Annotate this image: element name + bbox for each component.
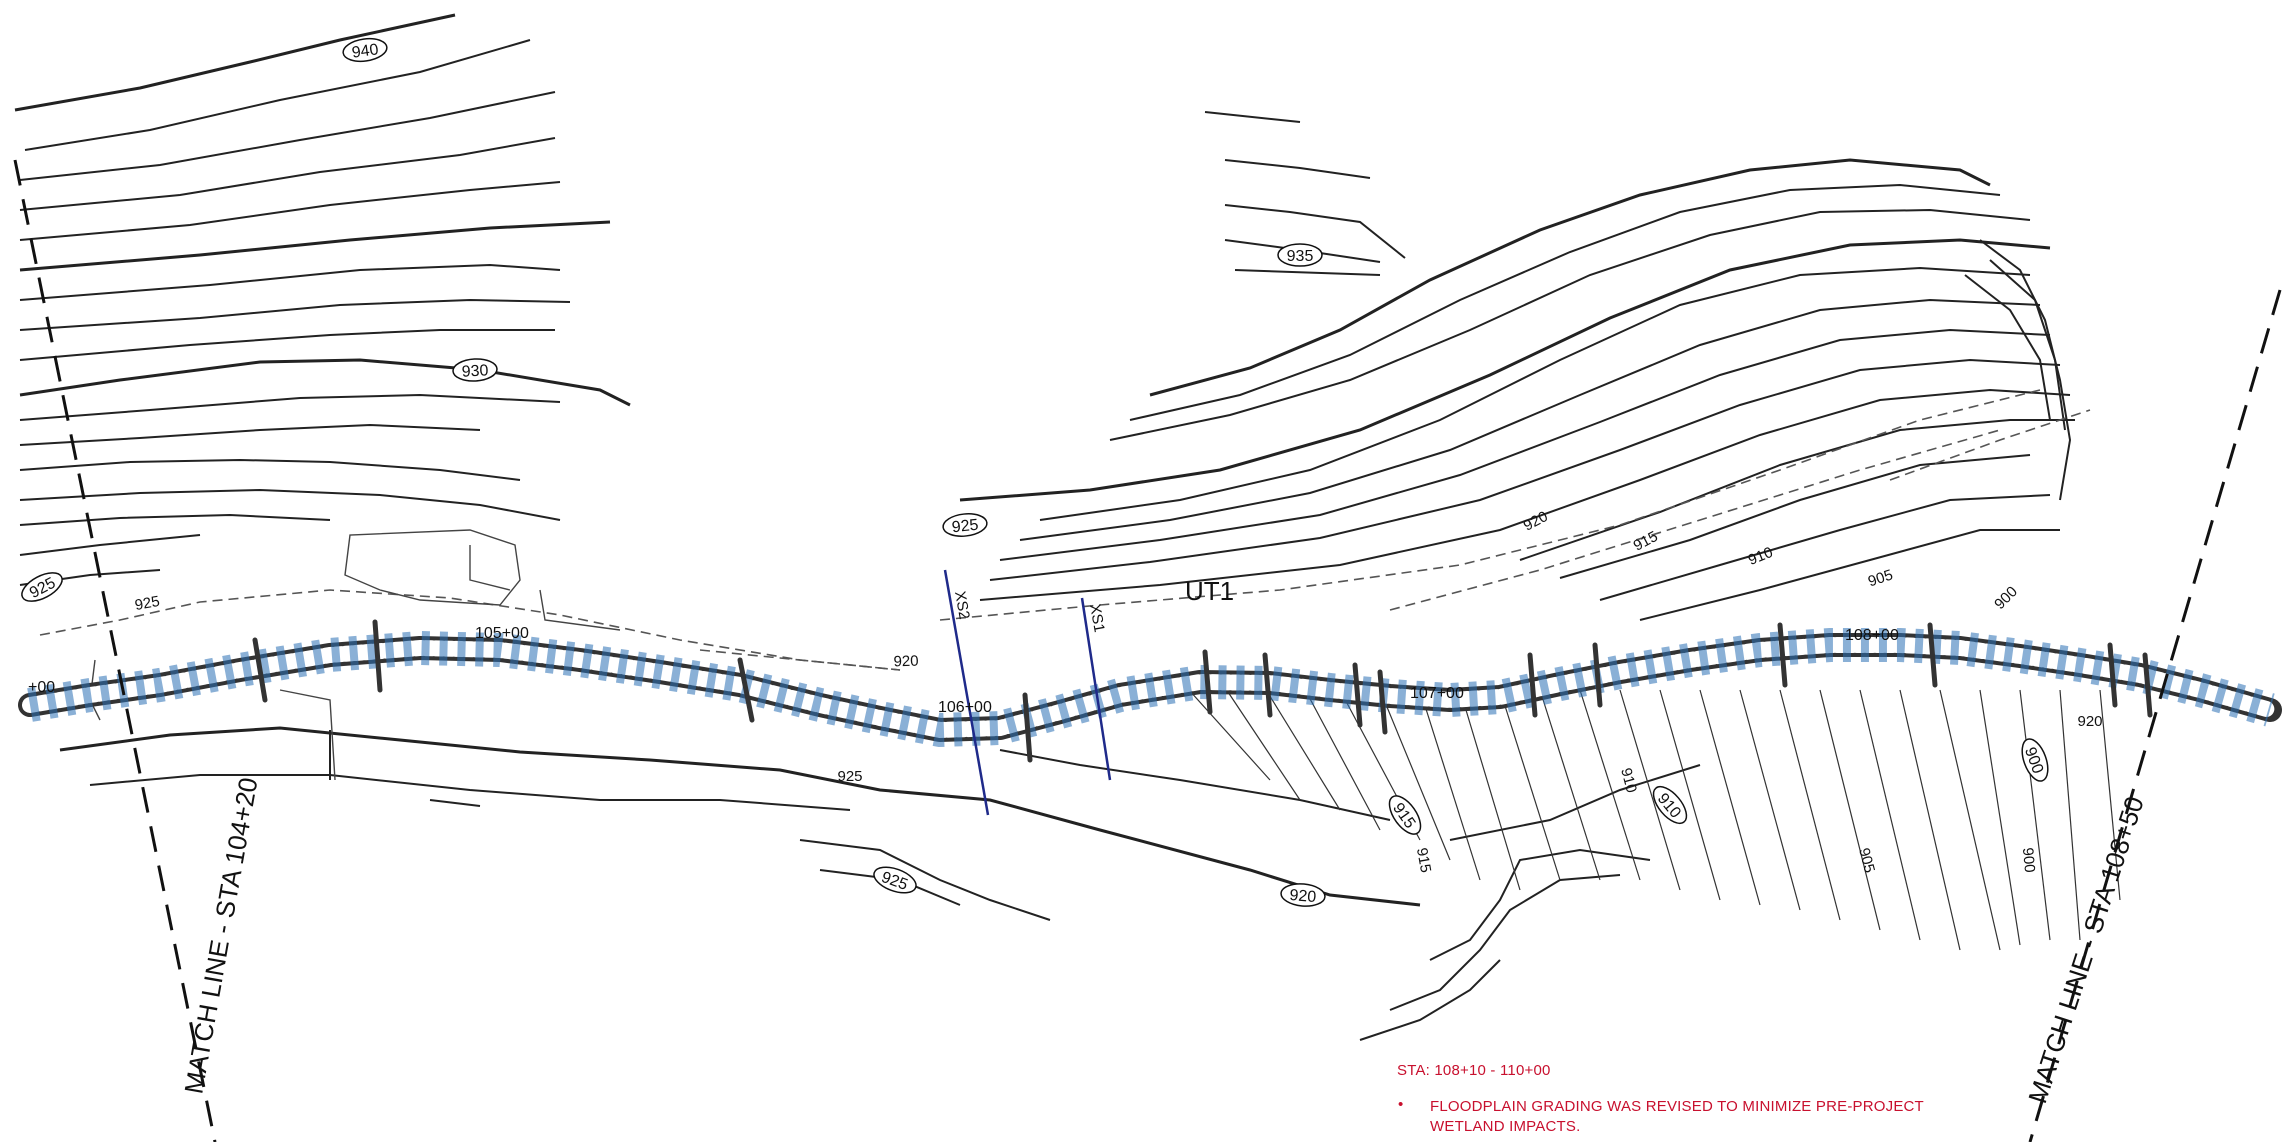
cross-section-label-xs2: XS2 [951,590,973,621]
contour-label-925-mid: 925 [942,513,988,537]
floodplain-outlines [89,529,621,781]
existing-contours-dashed [39,389,2091,671]
svg-text:930: 930 [461,362,489,380]
cross-section-lines [943,569,1112,816]
station-label-106: 106+00 [938,699,992,716]
svg-text:920: 920 [893,653,919,671]
svg-text:920: 920 [2077,713,2102,730]
match-line-left-stroke [13,159,217,1142]
contour-lines-lower [59,726,1701,1041]
match-line-right-stroke [2028,289,2282,1142]
contour-label-900-b: 900 [2019,847,2038,873]
revision-note-line1: FLOODPLAIN GRADING WAS REVISED TO MINIMI… [1430,1098,1924,1115]
svg-text:935: 935 [1287,248,1314,265]
station-label-108: 108+00 [1845,627,1899,644]
svg-text:925: 925 [837,768,862,785]
contour-label-925-d: 925 [837,768,862,785]
contour-label-925-small: 925 [133,593,161,614]
contour-lines-upper-left [14,13,631,586]
svg-text:925: 925 [951,517,979,537]
svg-text:915: 915 [1413,846,1434,874]
svg-text:910: 910 [1617,766,1640,795]
contour-label-925-c: 925 [873,866,917,894]
svg-text:940: 940 [351,41,380,62]
station-label-edge: +00 [28,679,55,696]
contour-label-920-d: 920 [2077,713,2102,730]
grade-control-structures [252,619,2153,763]
revision-note-line2: WETLAND IMPACTS. [1430,1118,1581,1135]
contour-label-915-c: 915 [1413,846,1434,874]
contour-label-935: 935 [1277,243,1323,267]
station-label-105: 105+00 [475,625,529,642]
contour-label-930: 930 [452,358,498,382]
svg-text:905: 905 [1855,846,1878,875]
svg-text:905: 905 [1866,566,1895,590]
contour-label-920-c: 920 [1280,883,1326,907]
stream-label-ut1: UT1 [1185,576,1234,606]
revision-note-bullet: • [1398,1096,1404,1113]
cross-section-label-xs1: XS1 [1086,603,1108,634]
cross-section-xs2-line [943,569,990,816]
contour-label-905-b: 905 [1855,846,1878,875]
contour-label-900-c: 900 [2021,738,2049,782]
svg-text:920: 920 [1289,887,1317,906]
slope-hachures [1179,679,2121,951]
match-lines [13,159,2282,1142]
revision-note-station: STA: 108+10 - 110+00 [1397,1062,1551,1079]
contour-lines-upper-right [959,111,2075,621]
station-labels: +00 105+00 106+00 107+00 108+00 [28,625,1899,716]
contour-label-905-a: 905 [1866,566,1895,590]
contour-label-920-b: 920 [893,653,919,671]
svg-text:900: 900 [2019,847,2038,873]
station-label-107: 107+00 [1410,685,1464,702]
svg-text:925: 925 [133,593,161,614]
cross-section-xs1-line [1080,597,1112,781]
cross-section-labels: XS2 XS1 [951,590,1108,634]
contour-label-940: 940 [342,37,388,63]
contour-label-910-c: 910 [1617,766,1640,795]
